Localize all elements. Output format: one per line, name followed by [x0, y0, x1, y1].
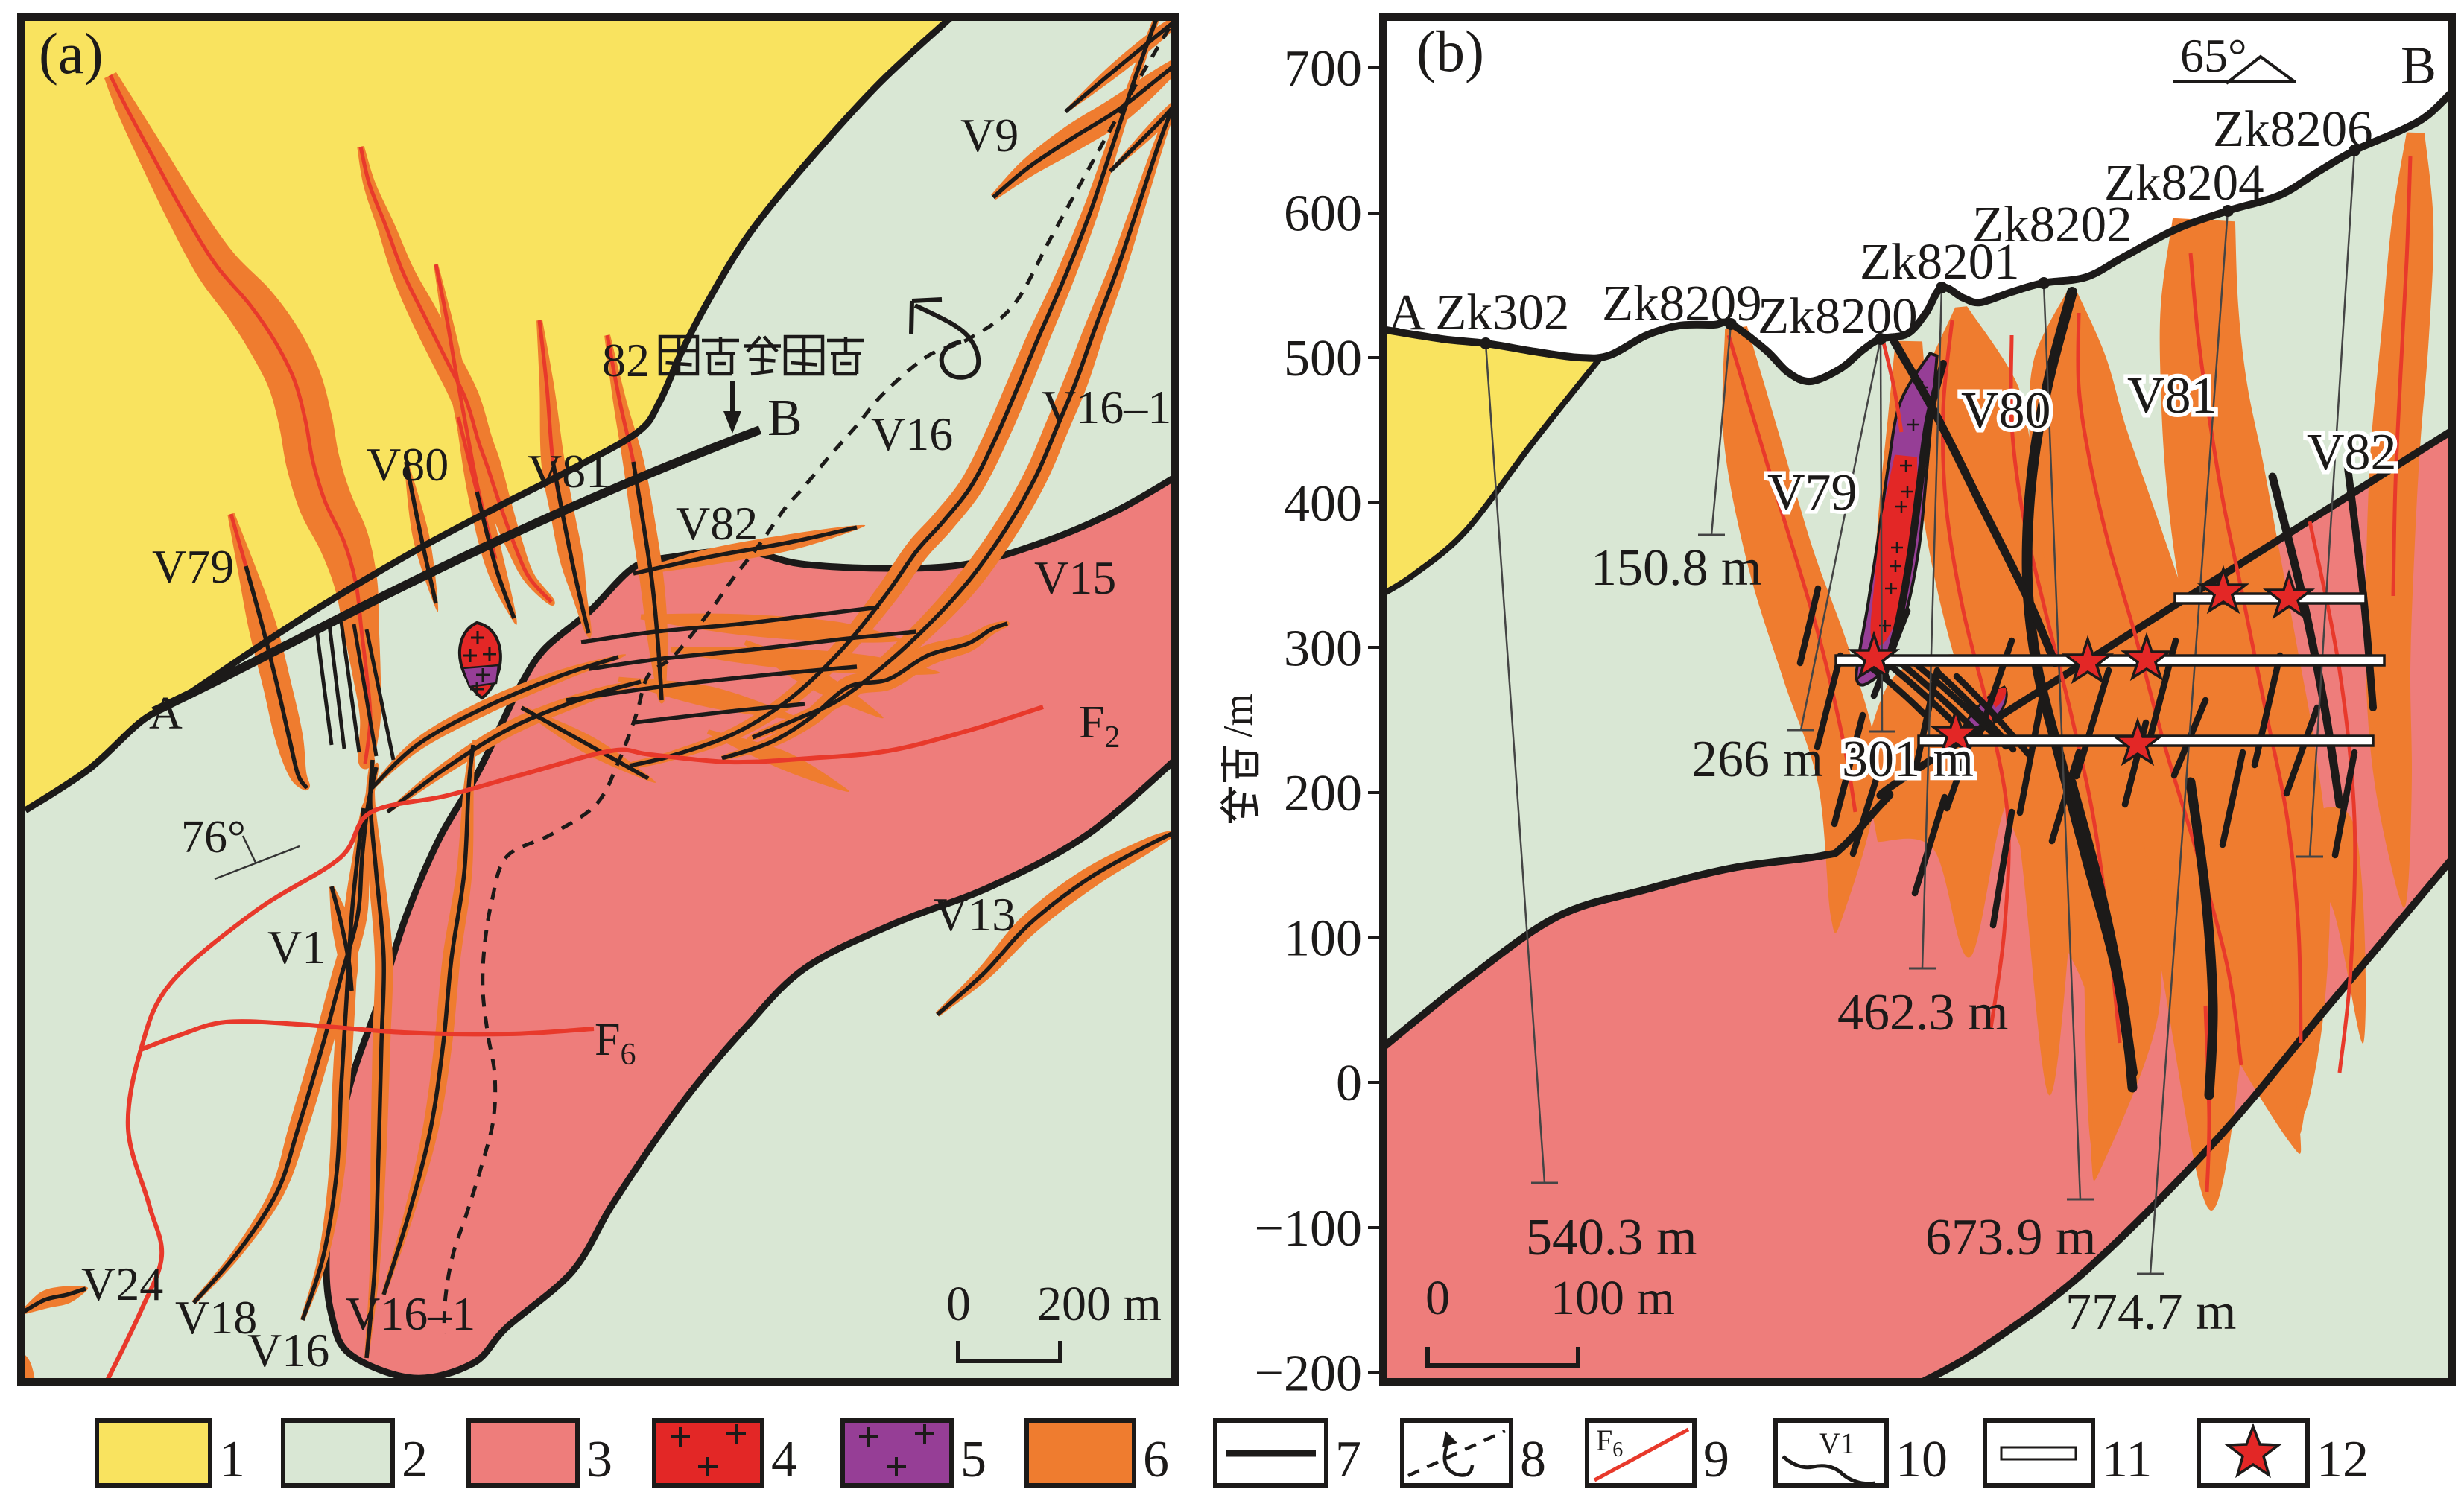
svg-text:0: 0	[1425, 1271, 1450, 1325]
svg-text:0: 0	[1336, 1055, 1362, 1112]
svg-text:/m: /m	[1215, 694, 1261, 737]
svg-text:200 m: 200 m	[1037, 1277, 1162, 1331]
svg-text:11: 11	[2102, 1431, 2152, 1488]
svg-text:65°: 65°	[2180, 29, 2247, 82]
svg-text:V82: V82	[2307, 424, 2397, 481]
svg-text:V15: V15	[1034, 551, 1116, 604]
svg-text:82: 82	[602, 334, 650, 387]
svg-text:V16: V16	[247, 1324, 329, 1377]
svg-text:V16–1: V16–1	[346, 1287, 475, 1340]
svg-text:5: 5	[960, 1431, 986, 1488]
svg-text:−200: −200	[1255, 1345, 1362, 1402]
svg-text:10: 10	[1895, 1431, 1948, 1488]
svg-text:540.3 m: 540.3 m	[1526, 1209, 1697, 1266]
svg-text:F6: F6	[1596, 1424, 1623, 1462]
svg-text:V18: V18	[175, 1291, 257, 1344]
svg-text:V24: V24	[81, 1257, 163, 1310]
svg-text:V13: V13	[934, 888, 1016, 941]
svg-text:F2: F2	[1079, 697, 1120, 755]
svg-text:B: B	[2401, 36, 2436, 95]
svg-text:V80: V80	[1961, 382, 2051, 440]
svg-text:76°: 76°	[181, 812, 246, 863]
svg-text:2: 2	[402, 1431, 428, 1488]
svg-text:12: 12	[2316, 1431, 2369, 1488]
svg-text:V16–1: V16–1	[1042, 381, 1171, 434]
svg-text:150.8 m: 150.8 m	[1591, 539, 1761, 597]
svg-text:300: 300	[1284, 620, 1362, 677]
svg-text:V9: V9	[960, 109, 1019, 162]
svg-text:1: 1	[219, 1431, 245, 1488]
svg-text:Zk8206: Zk8206	[2213, 101, 2373, 157]
svg-text:A Zk302: A Zk302	[1388, 284, 1569, 340]
svg-text:Zk8200: Zk8200	[1758, 288, 1918, 344]
svg-text:8: 8	[1520, 1431, 1546, 1488]
svg-text:V79: V79	[152, 540, 234, 593]
svg-text:Zk8201: Zk8201	[1860, 233, 2020, 290]
svg-text:100 m: 100 m	[1551, 1271, 1675, 1325]
svg-text:700: 700	[1284, 40, 1362, 98]
svg-text:Zk8204: Zk8204	[2104, 154, 2264, 211]
svg-text:V79: V79	[1767, 464, 1857, 521]
svg-text:Zk8209: Zk8209	[1602, 275, 1762, 331]
svg-text:9: 9	[1703, 1431, 1729, 1488]
svg-text:500: 500	[1284, 330, 1362, 387]
svg-text:7: 7	[1335, 1431, 1361, 1488]
svg-text:200: 200	[1284, 765, 1362, 822]
svg-text:266 m: 266 m	[1691, 731, 1823, 788]
svg-text:774.7 m: 774.7 m	[2065, 1284, 2236, 1341]
svg-text:673.9 m: 673.9 m	[1925, 1209, 2096, 1266]
svg-text:400: 400	[1284, 475, 1362, 533]
svg-text:4: 4	[771, 1431, 797, 1488]
svg-text:F6: F6	[595, 1015, 636, 1072]
svg-text:301 m: 301 m	[1842, 731, 1974, 788]
svg-text:−100: −100	[1255, 1200, 1362, 1257]
svg-text:V16: V16	[871, 407, 953, 460]
svg-text:6: 6	[1143, 1431, 1169, 1488]
svg-text:462.3 m: 462.3 m	[1837, 984, 2008, 1041]
svg-text:(b): (b)	[1416, 19, 1484, 83]
svg-text:V82: V82	[676, 497, 758, 550]
svg-text:100: 100	[1284, 910, 1362, 968]
svg-text:V81: V81	[2127, 367, 2217, 425]
svg-text:600: 600	[1284, 185, 1362, 243]
svg-text:3: 3	[586, 1431, 612, 1488]
svg-text:V81: V81	[528, 445, 609, 498]
svg-text:0: 0	[946, 1277, 971, 1331]
svg-text:Zk8202: Zk8202	[1972, 196, 2132, 253]
svg-text:V80: V80	[367, 438, 449, 491]
svg-text:A: A	[149, 688, 183, 739]
svg-text:V1: V1	[267, 921, 326, 974]
svg-text:B: B	[767, 390, 802, 447]
svg-text:V1: V1	[1819, 1427, 1855, 1460]
svg-text:(a): (a)	[39, 21, 104, 86]
